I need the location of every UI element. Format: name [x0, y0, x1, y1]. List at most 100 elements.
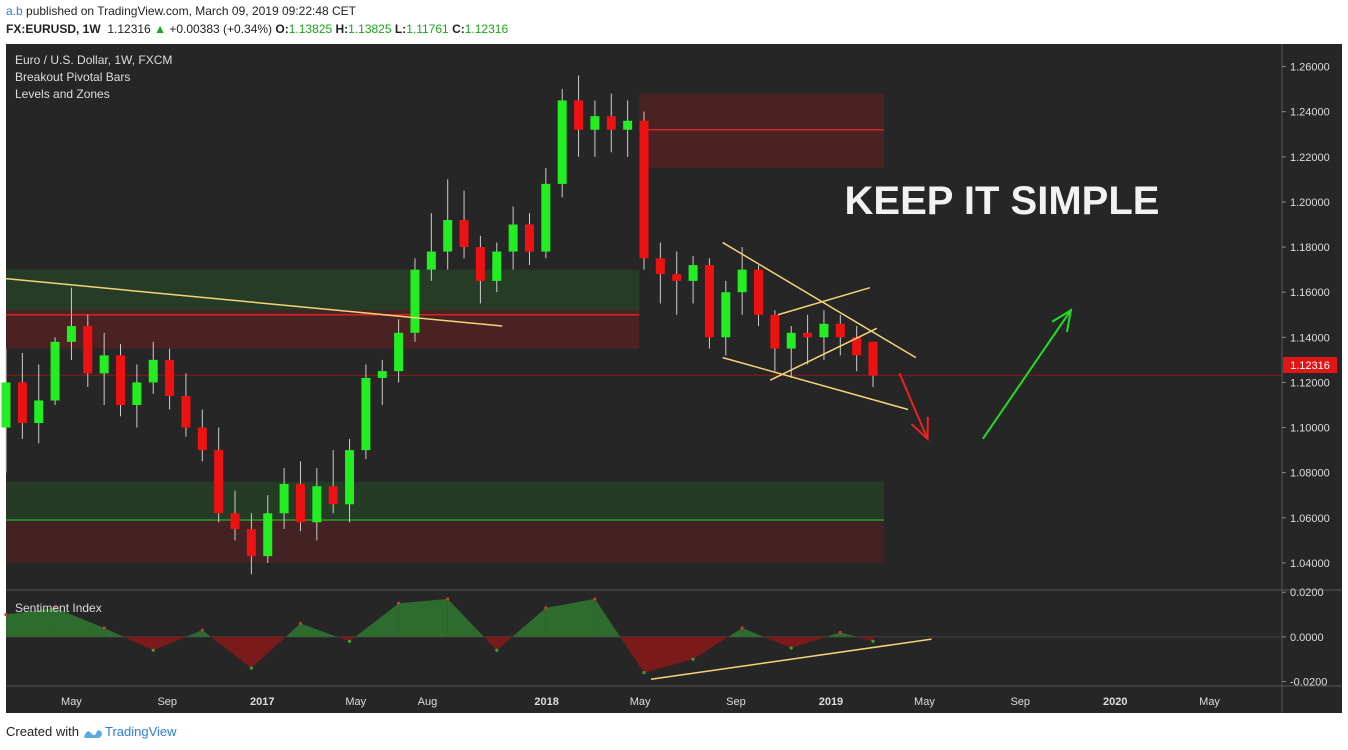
candle-bull [1, 382, 11, 428]
sentiment-area-segment [791, 636, 827, 649]
sentiment-area-segment [300, 623, 338, 637]
price-tag [1283, 357, 1337, 373]
publish-info: a.b published on TradingView.com, March … [6, 4, 356, 18]
candle-bull [623, 120, 633, 130]
sentiment-area-segment [355, 603, 399, 637]
candle-bear [116, 355, 126, 405]
candle-bear [230, 513, 240, 530]
sentiment-point [740, 626, 744, 630]
price-tick-label: 1.16000 [1290, 287, 1330, 299]
sentiment-area-segment [104, 627, 124, 637]
legend-indicator-1: Breakout Pivotal Bars [15, 70, 130, 84]
arrow-down-shaft [898, 373, 929, 440]
trendline [769, 327, 878, 381]
time-tick-label: Sep [157, 696, 177, 708]
candle-bull [99, 355, 109, 374]
sentiment-point [249, 666, 253, 670]
price-chart[interactable]: 1.26000 1.24000 1.22000 1.20000 1.18000 1.160… [0, 44, 1342, 716]
time-tick-label: May [630, 696, 651, 708]
candle-bull [786, 332, 796, 349]
candle-bull [312, 486, 322, 523]
candle-bull [345, 450, 355, 505]
time-tick-label: 2020 [1103, 696, 1127, 708]
sentiment-area-segment [210, 636, 252, 669]
trendline [722, 356, 909, 411]
annotation-text: KEEP IT SIMPLE [845, 179, 1160, 223]
candle-bear [524, 224, 534, 252]
sentiment-area-segment [483, 636, 497, 651]
candle-bear [17, 382, 27, 424]
sentiment-point [102, 626, 106, 630]
zone-1 [6, 269, 640, 311]
time-tick-label: May [1199, 696, 1220, 708]
indicator-tick-label: 0.0000 [1290, 632, 1324, 644]
zone-0 [6, 310, 640, 349]
sentiment-point [151, 648, 155, 652]
sentiment-area-positive [6, 607, 56, 637]
time-axis[interactable]: May Sep 2017 May Aug 2018 May Sep 2019 May Sep 2020… [61, 696, 1220, 708]
sentiment-area-segment [337, 636, 350, 642]
time-tick-label: 2017 [250, 696, 274, 708]
high-value: 1.13825 [348, 22, 392, 36]
sentiment-area-segment [285, 623, 301, 637]
candle-bull [688, 265, 698, 281]
high-label: H: [335, 22, 349, 36]
indicator-axis[interactable]: 0.0200 0.0000 -0.0200 [1282, 587, 1327, 689]
candle-bull [34, 400, 44, 424]
candle-bull [721, 292, 731, 338]
drawings [5, 241, 1073, 442]
sentiment-area-segment [512, 607, 546, 637]
indicator-tick-label: -0.0200 [1290, 677, 1327, 689]
candle-bear [459, 219, 469, 248]
price-tick-label: 1.24000 [1290, 107, 1330, 119]
time-tick-label: May [345, 696, 366, 708]
footer: Created with TradingView [6, 724, 177, 739]
candle-bull [394, 332, 404, 372]
indicator-tick-label: 0.0200 [1290, 587, 1324, 599]
candlesticks [1, 75, 878, 575]
change-up-icon: ▲ [154, 22, 166, 36]
candle-bear [803, 332, 813, 338]
change-value: +0.00383 (+0.34%) [169, 22, 273, 36]
sentiment-area-segment [496, 636, 513, 651]
candle-bear [246, 529, 256, 557]
publish-text: published on TradingView.com, March 09, … [26, 4, 357, 18]
time-tick-label: 2018 [534, 696, 558, 708]
candle-bear [214, 450, 224, 514]
low-value: 1.11761 [406, 22, 449, 36]
candle-bear [475, 247, 485, 281]
sentiment-point [871, 639, 875, 643]
candle-bull [443, 219, 453, 252]
zone-support-upper [6, 481, 884, 521]
sentiment-area-segment [856, 636, 874, 642]
sentiment-area-positive [398, 598, 448, 637]
author-name[interactable]: a.b [6, 4, 23, 18]
candle-bull [279, 483, 289, 514]
time-tick-label: 2019 [819, 696, 843, 708]
candle-bear [606, 116, 616, 130]
price-tick-label: 1.04000 [1290, 558, 1330, 570]
time-tick-label: Sep [726, 696, 746, 708]
candle-bull [66, 326, 76, 342]
price-axis[interactable]: 1.26000 1.24000 1.22000 1.20000 1.18000 1.160… [1282, 62, 1330, 570]
candle-bull [492, 251, 502, 281]
candle-bear [672, 274, 682, 281]
tradingview-link[interactable]: TradingView [104, 724, 177, 739]
symbol-line: FX:EURUSD, 1W [6, 22, 101, 36]
sentiment-point [200, 628, 204, 632]
price-tick-label: 1.20000 [1290, 197, 1330, 209]
candle-bull [590, 116, 600, 130]
sentiment-area-segment [349, 636, 356, 642]
trendline [5, 277, 503, 327]
sentiment-area-segment [123, 636, 154, 651]
sentiment-area-segment [693, 636, 729, 660]
candle-bull [541, 183, 551, 252]
price-tick-label: 1.10000 [1290, 423, 1330, 435]
sentiment-area-segment [153, 636, 186, 651]
arrow-up-shaft [982, 309, 1072, 440]
time-tick-label: Aug [418, 696, 438, 708]
candle-bear [328, 486, 338, 505]
trendline [722, 241, 917, 359]
candle-bear [754, 269, 764, 315]
zone-2 [639, 93, 884, 169]
